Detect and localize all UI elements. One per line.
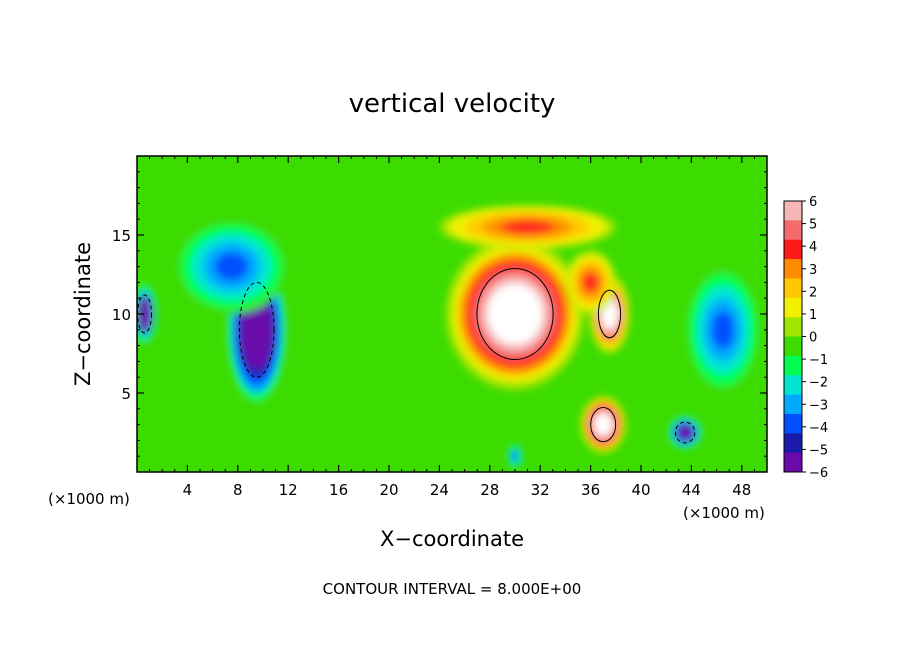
colorbar-tick-label: 2 <box>809 285 817 300</box>
contour-downdraft-5 <box>238 281 275 378</box>
colorbar-tick-label: 0 <box>809 331 817 346</box>
field-feature-updraft-2-level-7 <box>596 416 611 434</box>
field-feature-downdraft-5-level-7 <box>247 306 267 354</box>
x-tick-label: 16 <box>329 481 348 499</box>
colorbar-segment <box>784 375 802 396</box>
colorbar-tick-label: −2 <box>809 376 828 391</box>
field-feature-updraft-1-level-7 <box>501 220 555 234</box>
colorbar-segment <box>784 239 802 260</box>
colorbar-tick-label: −5 <box>809 443 828 458</box>
contour-interval-note: CONTOUR INTERVAL = 8.000E+00 <box>323 580 582 598</box>
contour-updraft-0 <box>476 267 554 361</box>
x-tick-label: 24 <box>430 481 449 499</box>
x-tick-label: 20 <box>379 481 398 499</box>
colorbar-segment <box>784 278 802 299</box>
x-tick-label: 36 <box>581 481 600 499</box>
field-feature-downdraft-7-level-7 <box>711 310 735 349</box>
field-feature-downdraft-8-level-7 <box>679 427 691 438</box>
colorbar-tick-label: 4 <box>809 240 817 255</box>
chart-title: vertical velocity <box>349 89 556 119</box>
x-tick-label: 40 <box>631 481 650 499</box>
colorbar-tick-label: 1 <box>809 308 817 323</box>
y-tick-label: 5 <box>121 385 131 403</box>
colorbar-segment <box>784 336 802 357</box>
x-tick-label: 48 <box>732 481 751 499</box>
y-tick-label: 10 <box>112 306 131 324</box>
colorbar-tick-label: 6 <box>809 195 817 210</box>
colorbar-segment <box>784 220 802 241</box>
colorbar-tick-label: −3 <box>809 398 828 413</box>
x-tick-label: 44 <box>682 481 701 499</box>
x-axis-label: X−coordinate <box>380 527 524 551</box>
field-feature-downdraft-9-level-7 <box>140 304 149 324</box>
x-tick-label: 12 <box>279 481 298 499</box>
field-feature-downdraft-6-level-7 <box>214 252 249 281</box>
x-tick-label: 28 <box>480 481 499 499</box>
colorbar-segment <box>784 452 802 473</box>
colorbar-tick-label: −4 <box>809 421 828 436</box>
contour-updraft-2 <box>590 407 617 443</box>
field-feature-downdraft-10-level-7 <box>512 452 518 460</box>
x-axis-ticks: 4 8 12 16 20 24 28 32 36 40 44 48 <box>149 156 755 499</box>
contour-lines <box>137 267 696 444</box>
colorbar-segment <box>784 433 802 454</box>
colorbar-segment <box>784 355 802 376</box>
x-tick-label: 32 <box>531 481 550 499</box>
x-tick-label: 8 <box>233 481 243 499</box>
y-axis-ticks: 5 10 15 <box>112 171 767 457</box>
field-feature-updraft-3-level-7 <box>603 302 616 326</box>
colorbar-segment <box>784 394 802 415</box>
colorbar-tick-label: −1 <box>809 353 828 368</box>
field-feature-updraft-4-level-7 <box>583 272 599 292</box>
colorbar-tick-label: −6 <box>809 466 828 481</box>
colorbar-segment <box>784 201 802 221</box>
y-tick-label: 15 <box>112 227 131 245</box>
colorbar-tick-label: 3 <box>809 263 817 278</box>
contour-downdraft-8 <box>674 421 696 444</box>
colorbar-segment <box>784 297 802 318</box>
y-axis-label: Z−coordinate <box>71 242 95 386</box>
field-feature-updraft-0-level-7 <box>494 291 536 337</box>
colorbar-tick-label: 5 <box>809 218 817 233</box>
x-unit-left: (×1000 m) <box>48 490 130 508</box>
colorbar-segment <box>784 413 802 434</box>
x-tick-label: 4 <box>183 481 193 499</box>
colorbar: 6 5 4 3 2 1 0 −1 −2 −3 −4 −5 −6 <box>783 195 828 481</box>
colorbar-segment <box>784 259 802 279</box>
plot-area <box>137 156 767 472</box>
contour-updraft-3 <box>597 289 622 339</box>
colorbar-segment <box>784 317 802 337</box>
x-unit-right: (×1000 m) <box>683 504 765 522</box>
